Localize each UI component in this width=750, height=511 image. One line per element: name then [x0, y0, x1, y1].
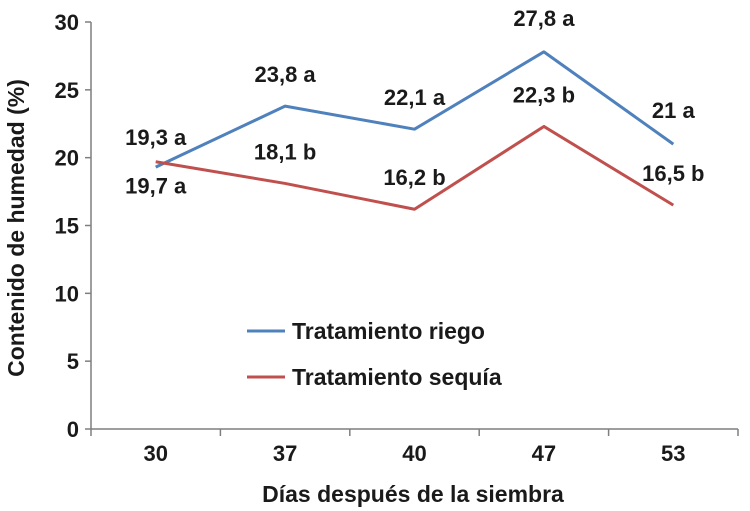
- series-line-1: [155, 124, 675, 211]
- data-label-s1-p2: 16,2 b: [383, 165, 445, 190]
- y-tick-label: 10: [55, 281, 79, 306]
- x-ticks: 30 37 40 47 53: [90, 429, 739, 466]
- data-label-s1-p3: 22,3 b: [513, 82, 575, 107]
- data-label-s1-p1: 18,1 b: [254, 139, 316, 164]
- x-tick-label: 30: [143, 441, 167, 466]
- legend: Tratamiento riego Tratamiento sequía: [247, 318, 502, 390]
- y-ticks: 0 5 10 15 20 25 30: [55, 10, 91, 442]
- data-label-s0-p3: 27,8 a: [513, 6, 575, 31]
- y-tick-label: 5: [67, 349, 79, 374]
- x-axis-title: Días después de la siembra: [262, 481, 564, 507]
- data-label-s1-p4: 16,5 b: [642, 161, 704, 186]
- y-tick-label: 25: [55, 78, 79, 103]
- x-tick-label: 40: [402, 441, 426, 466]
- data-label-s0-p1: 23,8 a: [255, 62, 317, 87]
- series-line-0: [155, 50, 675, 169]
- y-tick-label: 0: [67, 417, 79, 442]
- y-axis-title: Contenido de humedad (%): [3, 79, 29, 377]
- y-tick-label: 15: [55, 214, 79, 239]
- data-label-s0-p0: 19,3 a: [125, 125, 187, 150]
- x-tick-label: 47: [532, 441, 556, 466]
- x-tick-label: 53: [661, 441, 685, 466]
- legend-label-sequia: Tratamiento sequía: [292, 364, 502, 390]
- data-label-s0-p2: 22,1 a: [384, 85, 446, 110]
- y-tick-label: 30: [55, 10, 79, 35]
- series-lines: [155, 50, 675, 211]
- legend-label-riego: Tratamiento riego: [292, 318, 485, 344]
- y-tick-label: 20: [55, 146, 79, 171]
- x-tick-label: 37: [273, 441, 297, 466]
- data-labels: 19,3 a 23,8 a 22,1 a 27,8 a 21 a 19,7 a 18,1 b…: [125, 6, 704, 199]
- data-label-s1-p0: 19,7 a: [125, 174, 187, 199]
- data-label-s0-p4: 21 a: [652, 98, 696, 123]
